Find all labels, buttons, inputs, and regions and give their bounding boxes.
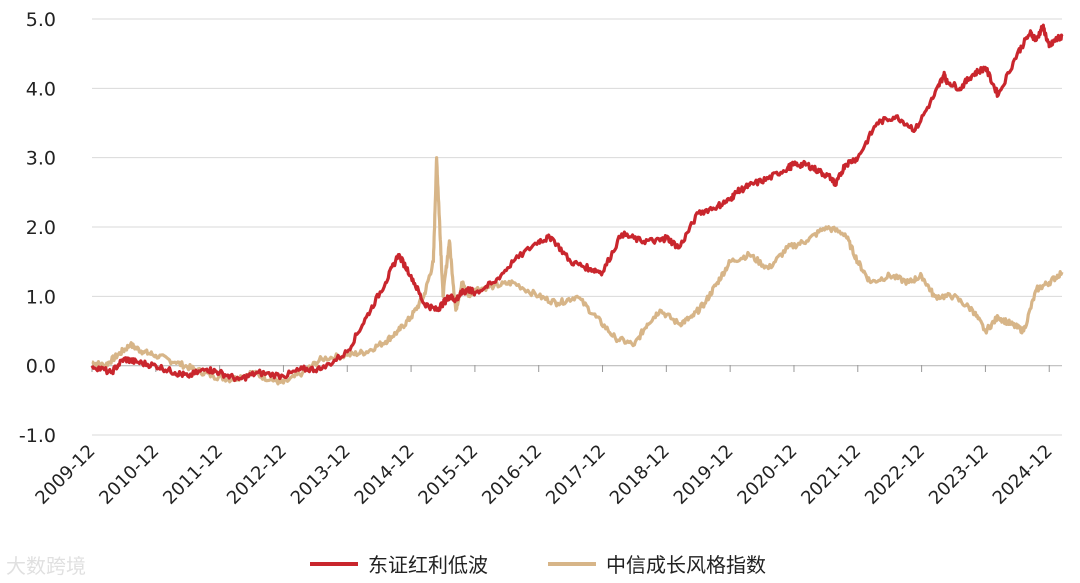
x-tick-label: 2020-12 bbox=[733, 441, 801, 509]
x-tick-label: 2012-12 bbox=[223, 441, 291, 509]
legend-item-dividend: 东证红利低波 bbox=[310, 549, 488, 578]
x-tick-label: 2018-12 bbox=[606, 441, 674, 509]
series-line-growth-style bbox=[91, 156, 1064, 386]
x-tick-label: 2010-12 bbox=[95, 441, 163, 509]
y-tick-label: 5.0 bbox=[26, 9, 56, 31]
legend-label-growth: 中信成长风格指数 bbox=[606, 553, 766, 577]
x-tick-label: 2013-12 bbox=[287, 441, 355, 509]
x-axis: 2009-122010-122011-122012-122013-122014-… bbox=[31, 365, 1057, 509]
y-tick-label: 4.0 bbox=[26, 78, 56, 100]
y-axis-ticks: 5.0 4.0 3.0 2.0 1.0 0.0 -1.0 bbox=[19, 9, 56, 447]
y-tick-label: 0.0 bbox=[26, 356, 56, 378]
gridlines bbox=[92, 18, 1062, 436]
y-tick-label: 3.0 bbox=[26, 148, 56, 170]
legend-swatch-dividend bbox=[310, 561, 358, 566]
x-tick-label: 2016-12 bbox=[478, 441, 546, 509]
x-tick-label: 2009-12 bbox=[31, 441, 99, 509]
legend-swatch-growth bbox=[548, 561, 596, 566]
x-tick-label: 2015-12 bbox=[414, 441, 482, 509]
series-line-dividend-low-vol bbox=[90, 23, 1064, 383]
x-tick-label: 2021-12 bbox=[797, 441, 865, 509]
legend-label-dividend: 东证红利低波 bbox=[368, 553, 488, 577]
legend: 东证红利低波 中信成长风格指数 bbox=[310, 549, 766, 578]
x-tick-label: 2017-12 bbox=[542, 441, 610, 509]
watermark-logo: 大数跨境 bbox=[6, 554, 86, 578]
legend-item-growth: 中信成长风格指数 bbox=[548, 549, 766, 578]
y-tick-label: 2.0 bbox=[26, 217, 56, 239]
x-tick-label: 2022-12 bbox=[861, 441, 929, 509]
x-tick-label: 2019-12 bbox=[670, 441, 738, 509]
y-tick-label: 1.0 bbox=[26, 286, 56, 308]
x-tick-label: 2024-12 bbox=[989, 441, 1057, 509]
series-lines bbox=[90, 23, 1064, 386]
x-tick-label: 2014-12 bbox=[351, 441, 419, 509]
x-tick-label: 2011-12 bbox=[159, 441, 227, 509]
x-tick-label: 2023-12 bbox=[925, 441, 993, 509]
y-tick-label: -1.0 bbox=[19, 425, 56, 447]
